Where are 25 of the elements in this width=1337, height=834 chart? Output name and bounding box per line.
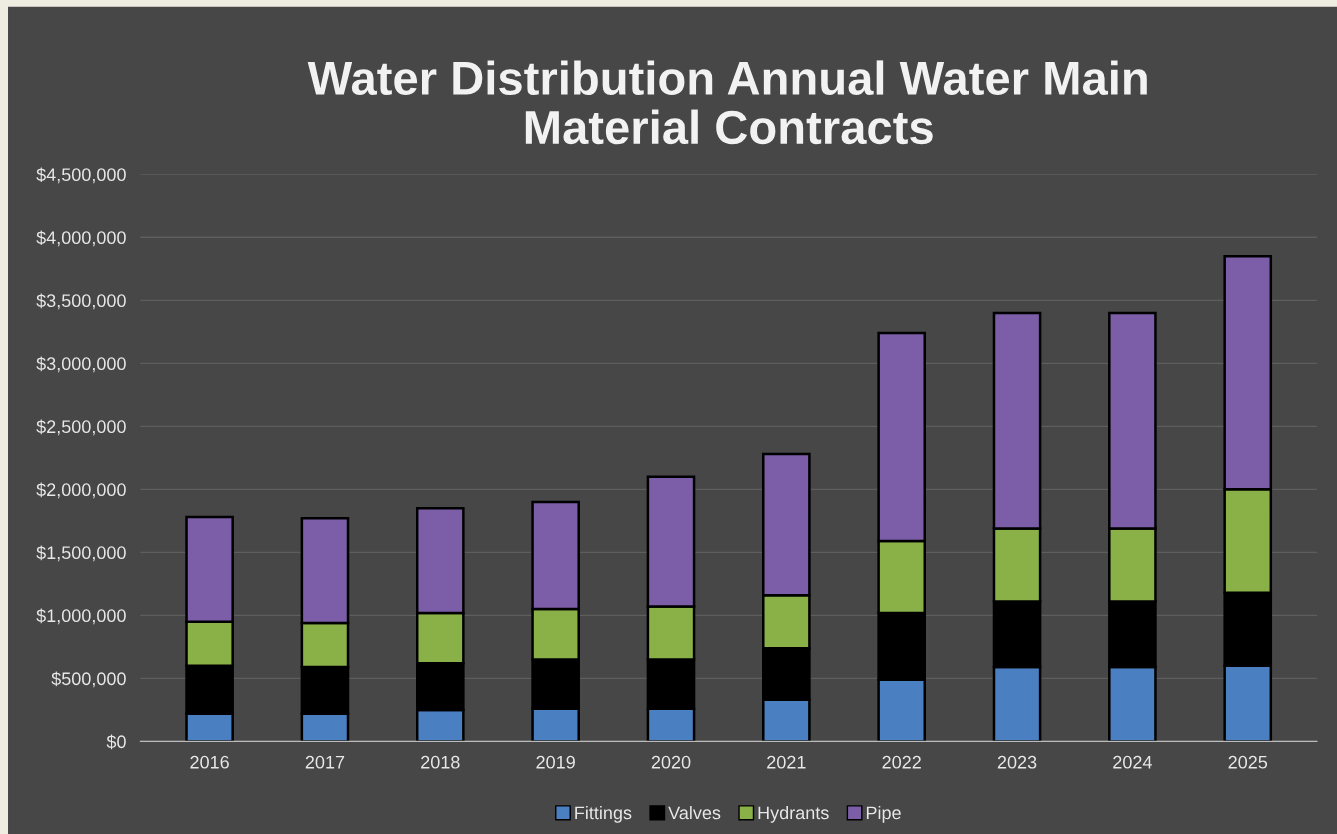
x-tick-label: 2017	[305, 755, 345, 769]
y-tick-label: $2,000,000	[36, 482, 126, 499]
y-tick-label: $3,000,000	[36, 356, 126, 373]
y-tick-label: $0	[106, 734, 126, 750]
x-tick-label: 2018	[421, 755, 460, 769]
legend-label: Fittings	[575, 805, 632, 823]
x-tick-label: 2025	[1228, 755, 1268, 769]
chart-title: Water Distribution Annual Water Main Material Contracts	[307, 60, 1147, 145]
x-tick-label: 2019	[536, 755, 575, 769]
y-tick-label: $4,500,000	[36, 167, 126, 184]
y-tick-label: $1,000,000	[36, 608, 126, 625]
x-tick-label: 2023	[997, 755, 1037, 769]
y-tick-label: $2,500,000	[36, 419, 126, 436]
x-tick-label: 2020	[651, 755, 691, 769]
y-tick-label: $3,500,000	[36, 293, 126, 310]
x-tick-label: 2021	[767, 755, 806, 769]
y-tick-label: $500,000	[51, 671, 126, 688]
legend-label: Hydrants	[758, 805, 829, 823]
y-tick-label: $1,500,000	[36, 545, 126, 562]
legend-label: Pipe	[866, 805, 901, 823]
y-tick-label: $4,000,000	[36, 230, 126, 247]
x-tick-label: 2024	[1113, 755, 1152, 769]
x-tick-label: 2016	[190, 755, 229, 769]
legend-label: Valves	[668, 805, 721, 820]
x-tick-label: 2022	[882, 755, 921, 769]
